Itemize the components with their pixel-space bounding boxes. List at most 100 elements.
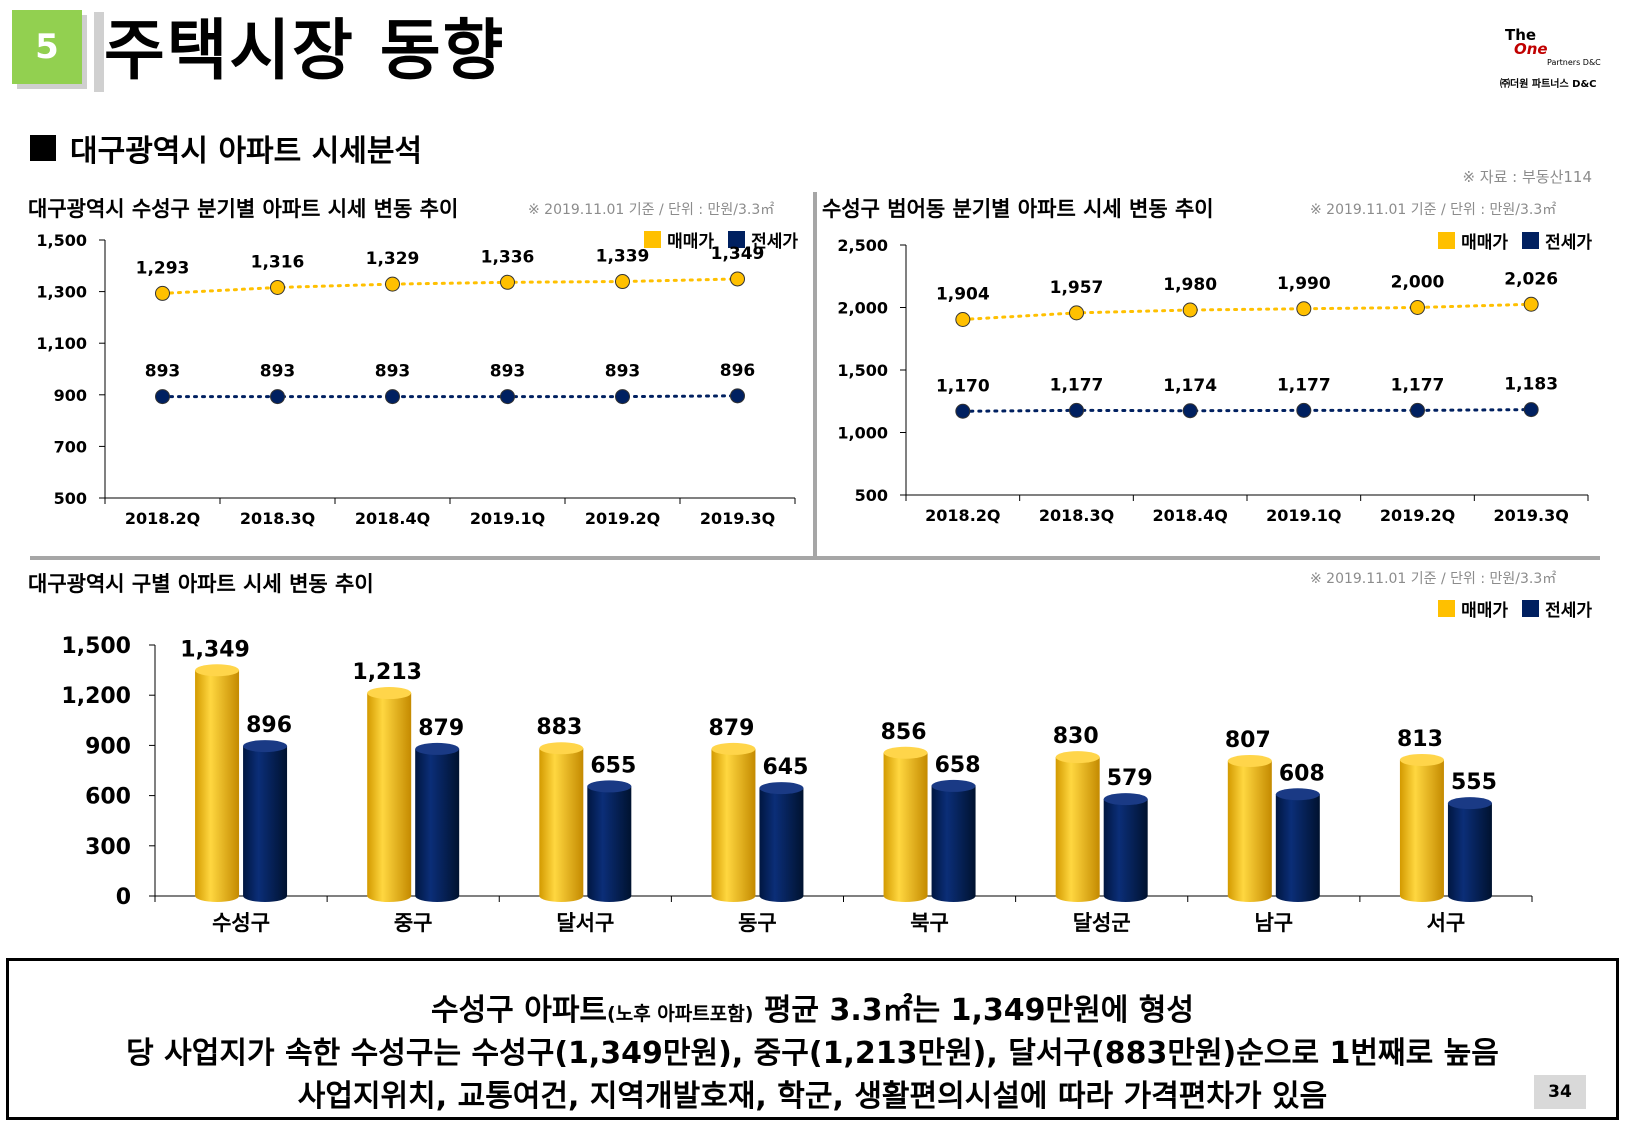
data-point — [270, 389, 285, 405]
x-tick-label: 2018.4Q — [1152, 506, 1227, 525]
bar-top-sale — [883, 746, 928, 759]
x-tick-label: 2019.1Q — [470, 509, 545, 528]
x-tick-label: 2018.3Q — [1039, 506, 1114, 525]
data-label: 2,000 — [1391, 273, 1445, 293]
legend-item-sale: 매매가 — [1438, 596, 1508, 621]
data-point — [1069, 402, 1084, 418]
x-tick-label: 2018.2Q — [125, 509, 200, 528]
data-point — [955, 403, 971, 419]
data-point — [615, 389, 630, 405]
data-label: 1,957 — [1050, 278, 1104, 298]
chart2-note: ※ 2019.11.01 기준 / 단위 : 만원/3.3㎡ — [1310, 202, 1557, 218]
data-label: 1,336 — [481, 247, 535, 267]
legend-label-jeonse: 전세가 — [1545, 601, 1592, 621]
logo-one-text: One — [1514, 40, 1548, 58]
data-label: 658 — [935, 753, 981, 778]
data-label: 1,177 — [1050, 375, 1104, 395]
x-tick-label: 남구 — [1254, 911, 1293, 935]
data-point — [615, 274, 630, 290]
x-tick-label: 달성군 — [1073, 911, 1131, 935]
bar-top-sale — [1227, 754, 1272, 767]
data-label: 608 — [1279, 761, 1325, 786]
legend-swatch-sale — [1438, 600, 1456, 617]
summary-line-1-main: 수성구 아파트 — [430, 993, 608, 1028]
page-number: 34 — [1534, 1075, 1586, 1109]
x-tick-label: 북구 — [910, 911, 949, 935]
data-label: 1,177 — [1391, 375, 1445, 395]
data-label: 555 — [1451, 770, 1497, 795]
chart1-line-chart: 500 700 900 1,100 1,300 1,500 2018.2Q 2018.3Q 20… — [36, 231, 796, 528]
bar-jeonse — [1447, 803, 1492, 902]
x-tick-label: 2018.4Q — [355, 509, 430, 528]
bar-jeonse — [1103, 799, 1148, 902]
data-point — [155, 285, 170, 301]
bar-jeonse — [931, 785, 976, 902]
bar-top-jeonse — [587, 780, 632, 793]
data-label: 655 — [590, 753, 636, 778]
summary-line-1-tail: 평균 3.3㎡는 1,349만원에 형성 — [753, 993, 1194, 1028]
x-tick-label: 2018.3Q — [240, 509, 315, 528]
bar-sale — [1227, 760, 1272, 902]
legend-label-sale: 매매가 — [1461, 233, 1509, 253]
data-point — [1410, 300, 1425, 315]
x-tick-label: 2019.3Q — [1493, 506, 1568, 525]
legend-label-sale: 매매가 — [667, 232, 715, 252]
data-point — [270, 279, 285, 295]
bar-jeonse — [1275, 794, 1320, 902]
bar-top-sale — [367, 687, 412, 700]
series-line-jeonse — [961, 408, 1533, 413]
data-label: 893 — [145, 362, 181, 382]
data-point — [385, 389, 400, 405]
data-label: 1,213 — [352, 660, 422, 685]
data-label: 893 — [605, 362, 641, 382]
bar-jeonse — [759, 788, 804, 902]
legend-swatch-jeonse — [728, 231, 746, 248]
legend-item-jeonse: 전세가 — [1522, 596, 1592, 621]
data-label: 830 — [1053, 724, 1099, 749]
bar-top-jeonse — [1447, 797, 1492, 810]
data-label: 579 — [1107, 766, 1153, 791]
data-label: 893 — [490, 362, 526, 382]
bar-top-sale — [1399, 753, 1444, 766]
y-tick-label: 900 — [85, 734, 131, 759]
data-label: 1,980 — [1163, 275, 1217, 295]
legend-swatch-sale — [1438, 232, 1456, 249]
y-tick-label: 1,500 — [61, 634, 131, 659]
data-label: 1,990 — [1277, 274, 1331, 294]
data-point — [155, 389, 170, 405]
logo-company-name: ㈜더원 파트너스 D&C — [1500, 79, 1597, 90]
legend-label-sale: 매매가 — [1461, 601, 1509, 621]
x-tick-label: 중구 — [394, 911, 433, 935]
bar-top-jeonse — [415, 742, 460, 755]
data-point — [500, 274, 515, 290]
data-label: 893 — [260, 362, 296, 382]
bar-jeonse — [587, 786, 632, 902]
data-label: 879 — [418, 716, 464, 741]
data-point — [730, 271, 745, 287]
y-tick-label: 500 — [855, 486, 888, 505]
y-tick-label: 1,100 — [36, 334, 87, 353]
square-bullet-icon — [30, 135, 56, 161]
legend-swatch-jeonse — [1522, 600, 1540, 617]
summary-line-1: 수성구 아파트(노후 아파트포함) 평균 3.3㎡는 1,349만원에 형성 — [9, 985, 1616, 1029]
x-tick-label: 2019.3Q — [700, 509, 775, 528]
data-label: 1,349 — [711, 244, 765, 264]
data-label: 1,316 — [251, 252, 305, 272]
company-logo: The One Partners D&C ㈜더원 파트너스 D&C — [1490, 20, 1610, 100]
data-label: 807 — [1225, 728, 1271, 753]
y-tick-label: 600 — [85, 785, 131, 810]
legend-swatch-sale — [644, 231, 662, 248]
summary-line-1-note: (노후 아파트포함) — [607, 1003, 754, 1025]
bar-sale — [195, 670, 240, 902]
y-tick-label: 2,500 — [837, 236, 888, 255]
y-tick-label: 1,000 — [837, 424, 888, 443]
legend-item-jeonse: 전세가 — [728, 227, 798, 252]
subtitle-text: 대구광역시 아파트 시세분석 — [70, 134, 423, 169]
chart3-legend: 매매가 전세가 — [1424, 596, 1592, 621]
x-tick-label: 2019.2Q — [1380, 506, 1455, 525]
summary-box: 수성구 아파트(노후 아파트포함) 평균 3.3㎡는 1,349만원에 형성 당… — [6, 958, 1619, 1120]
legend-item-jeonse: 전세가 — [1522, 228, 1592, 253]
y-tick-label: 2,000 — [837, 299, 888, 318]
data-point — [1069, 305, 1084, 321]
data-point — [955, 312, 971, 327]
